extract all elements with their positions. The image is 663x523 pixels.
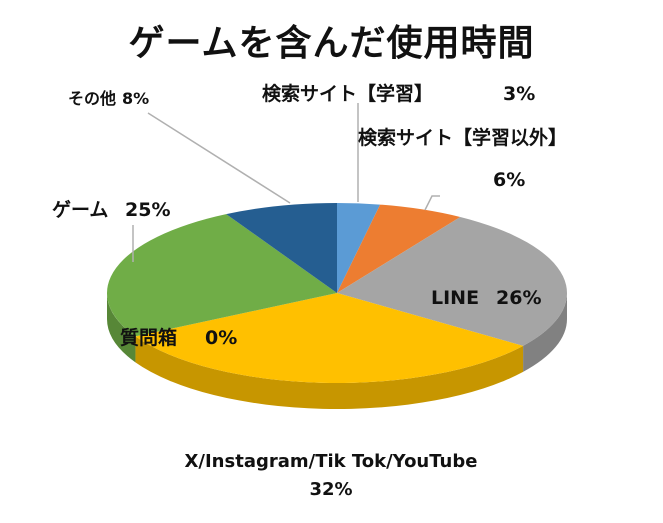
slice-label-3: X/Instagram/Tik Tok/YouTube — [185, 451, 478, 472]
pie-slice-6 — [226, 203, 337, 293]
data-labels: 検索サイト【学習】 3% 検索サイト【学習以外】 6% LINE 26% X/Instagr… — [52, 82, 567, 500]
pie-slice-side-3 — [135, 336, 524, 409]
pie-slice-0 — [337, 203, 381, 293]
slice-label-5: ゲーム — [52, 199, 108, 221]
slice-label-2: LINE — [431, 287, 479, 309]
slice-value-1: 6% — [493, 169, 525, 191]
pie-slice-1 — [337, 204, 461, 293]
slice-label-0: 検索サイト【学習】 — [262, 82, 433, 105]
slice-value-2: 26% — [496, 287, 541, 309]
pie-slice-side-2 — [523, 293, 567, 372]
pie-depth — [107, 293, 567, 409]
slice-value-3: 32% — [309, 479, 352, 500]
slice-value-5: 25% — [125, 199, 170, 221]
pie-slice-5 — [107, 214, 337, 337]
slice-value-6: 8% — [122, 89, 149, 108]
pie-slice-2 — [337, 217, 567, 346]
pie-top — [107, 203, 567, 383]
slice-label-6: その他 — [68, 89, 116, 108]
leader-lines — [132, 103, 440, 262]
slice-value-4: 0% — [205, 327, 237, 349]
slice-value-0: 3% — [503, 83, 535, 105]
pie-slice-3 — [135, 293, 524, 383]
chart-title: ゲームを含んだ使用時間 — [128, 23, 535, 64]
slice-label-1: 検索サイト【学習以外】 — [358, 126, 567, 149]
leader-line-6 — [147, 112, 291, 204]
slice-label-4: 質問箱 — [120, 326, 177, 349]
leader-line-1 — [424, 195, 440, 211]
pie-slice-side-5 — [107, 293, 136, 363]
